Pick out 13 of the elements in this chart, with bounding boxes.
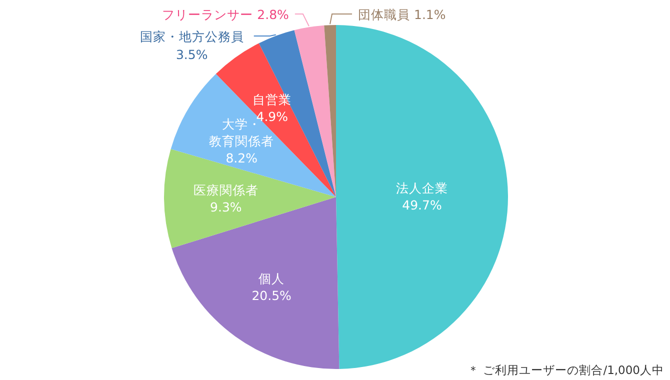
data-label: 3.5% xyxy=(176,47,208,62)
slice-label: フリーランサー 2.8% xyxy=(162,7,290,22)
text: ＊ ご利用ユーザーの割合/1,000人中 xyxy=(468,363,664,377)
slice-label: 国家・地方公務員 xyxy=(140,29,244,44)
data-label: 8.2% xyxy=(226,150,258,166)
slice-label: 医療関係者 xyxy=(193,182,258,198)
data-label: 20.5% xyxy=(252,288,292,303)
data-label: 9.3% xyxy=(210,200,242,215)
slice-label: 団体職員 1.1% xyxy=(358,7,446,22)
slice-label: 個人 xyxy=(258,270,285,286)
slice-label: 法人企業 xyxy=(396,180,448,196)
data-label: 4.9% xyxy=(256,108,288,124)
data-label: 49.7% xyxy=(402,198,442,213)
